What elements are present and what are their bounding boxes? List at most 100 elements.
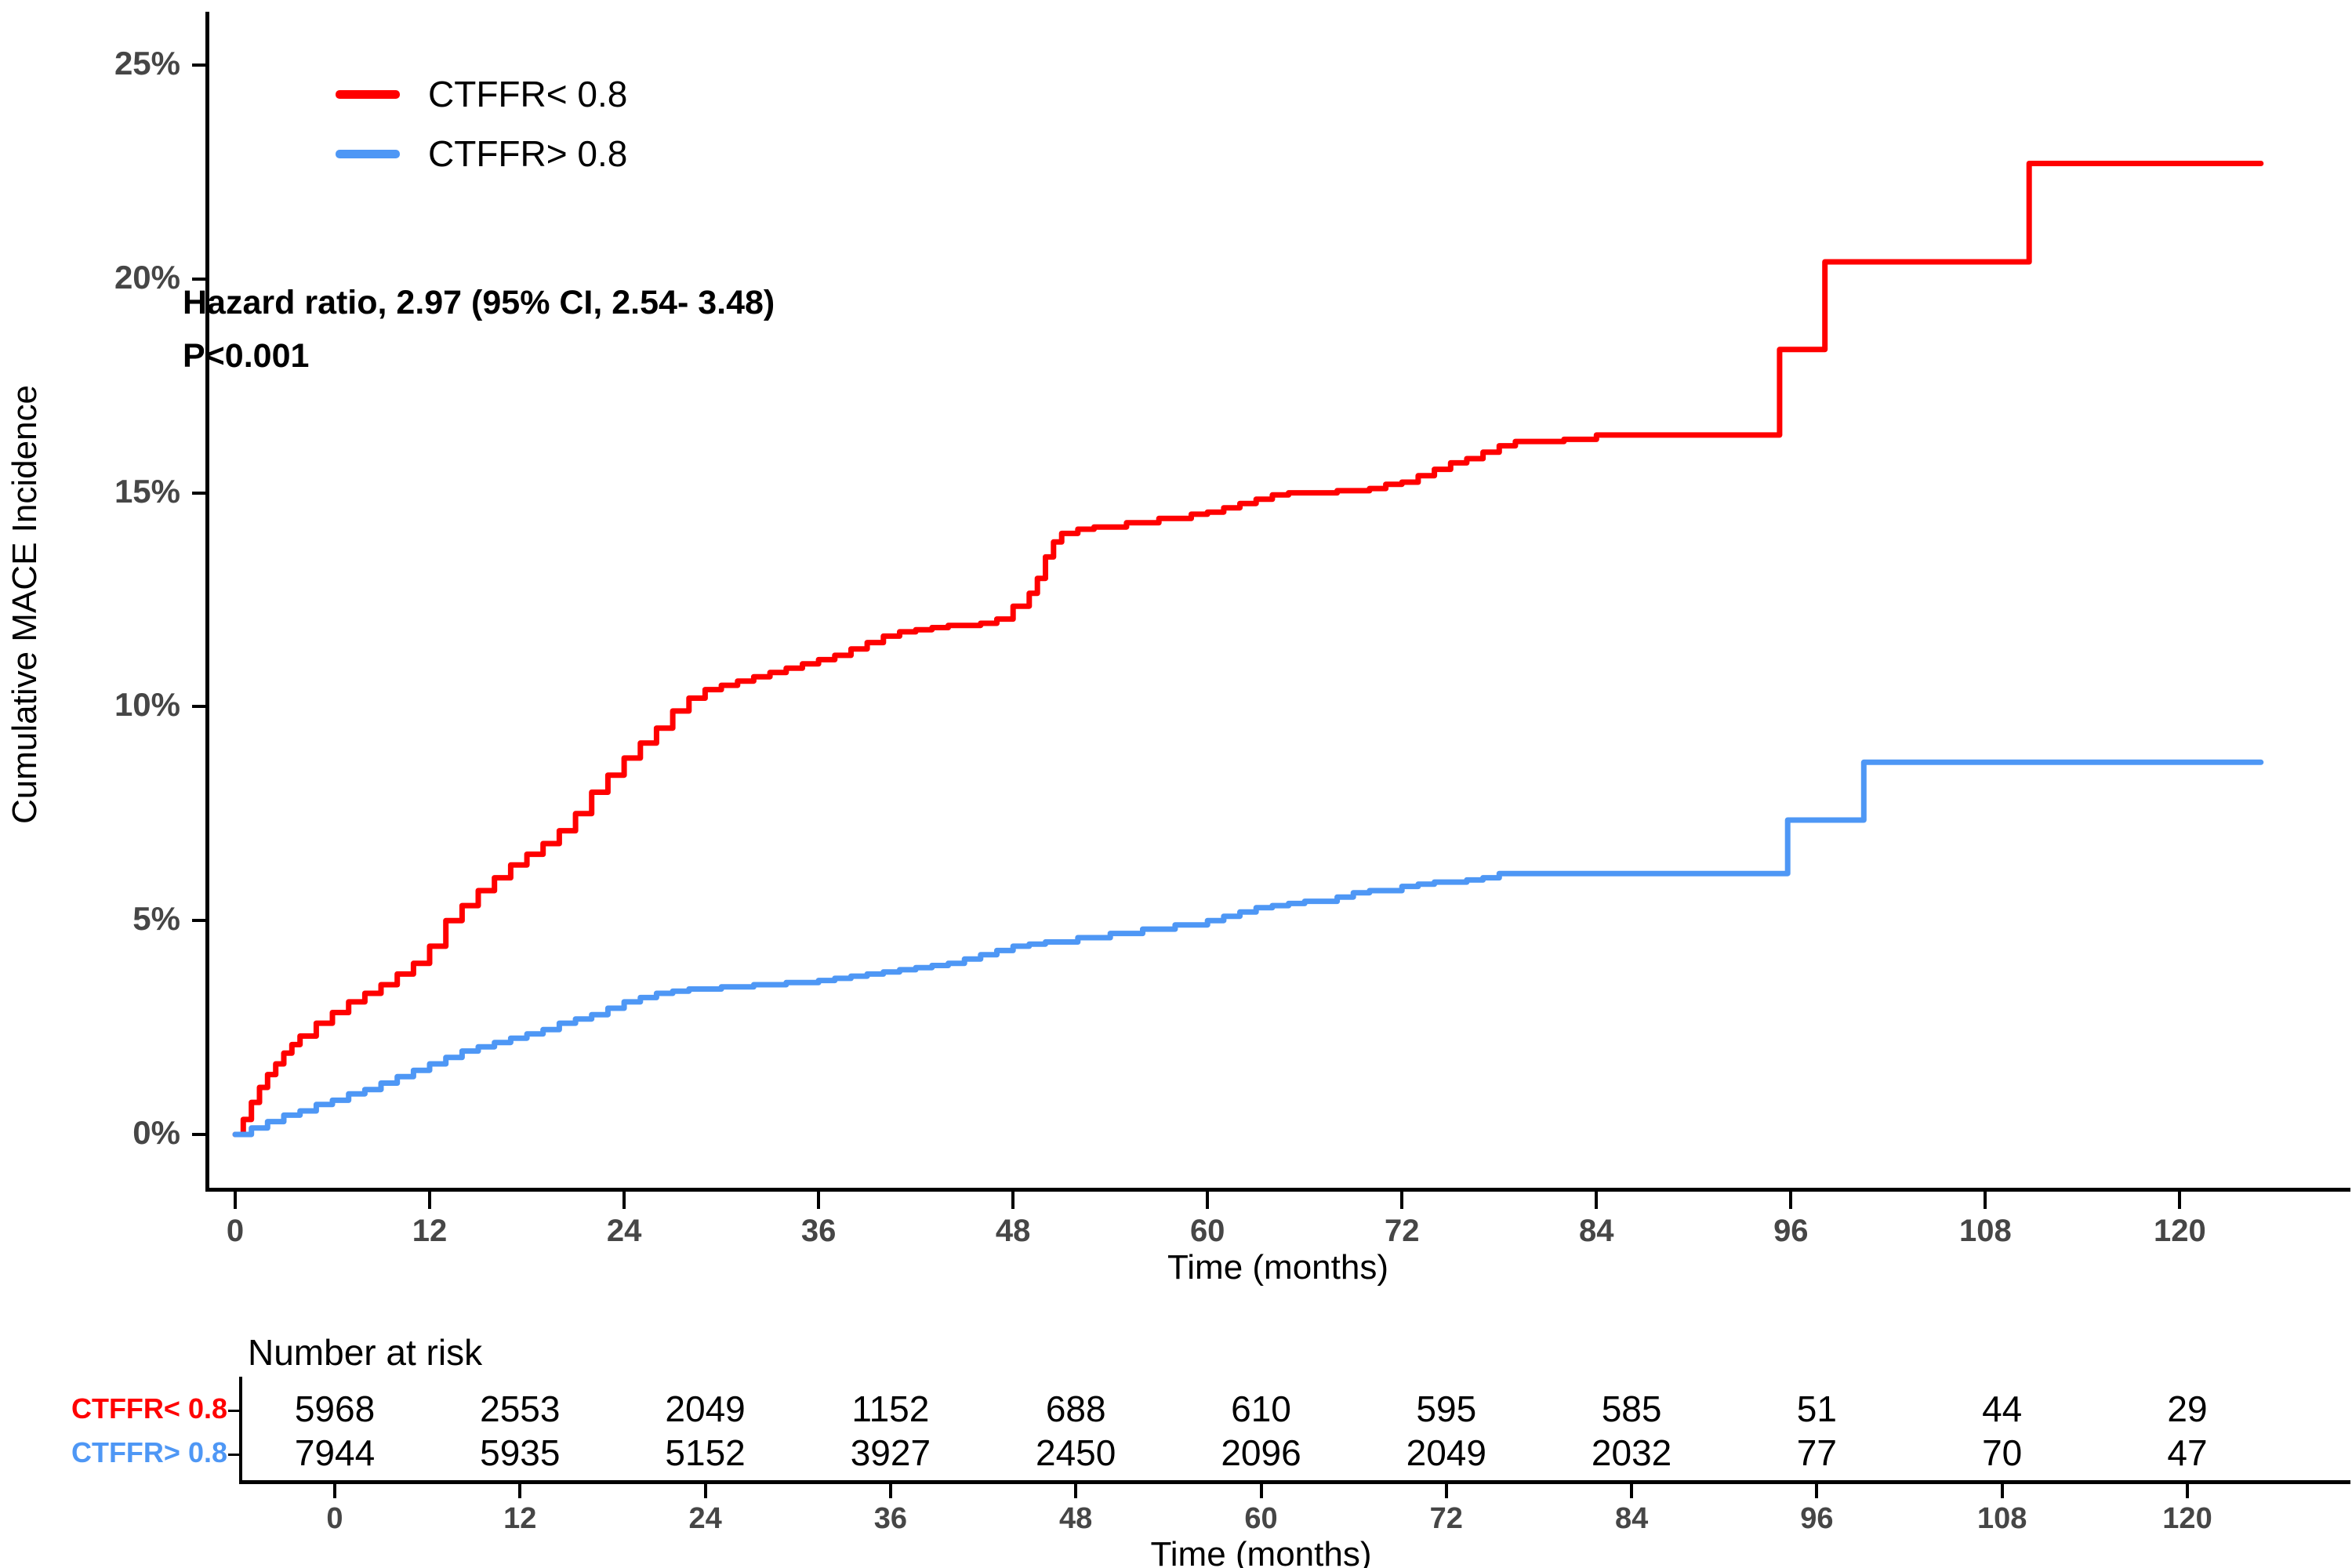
risk-count-value: 585 [1601, 1388, 1662, 1429]
x-tick-mark [428, 1192, 432, 1209]
x-tick-label: 60 [1189, 1214, 1225, 1248]
x-tick-mark [1400, 1192, 1404, 1209]
risk-x-tick-mark [1630, 1484, 1634, 1498]
x-tick-label: 24 [606, 1214, 642, 1248]
legend-line-swatch [336, 89, 400, 99]
x-axis-title: Time (months) [1167, 1248, 1388, 1287]
risk-count-value: 29 [2167, 1388, 2208, 1429]
x-tick-label: 0 [226, 1214, 245, 1248]
risk-x-tick-label: 0 [326, 1502, 343, 1535]
risk-x-tick-mark [2186, 1484, 2189, 1498]
curve-ctffr-0.8 [232, 161, 2264, 1138]
risk-count-value: 2450 [1036, 1432, 1116, 1473]
risk-table-axis-vline [239, 1377, 242, 1483]
x-tick-mark [622, 1192, 626, 1209]
risk-x-tick-mark [1444, 1484, 1448, 1498]
legend-item: CTFFR< 0.8 [336, 64, 627, 124]
risk-count-value: 2049 [1406, 1432, 1486, 1473]
risk-x-tick-mark [1074, 1484, 1078, 1498]
risk-table-x-axis-title: Time (months) [1150, 1535, 1372, 1568]
risk-table-title: Number at risk [248, 1332, 483, 1373]
y-tick-mark [192, 1133, 206, 1136]
y-tick-label: 5% [132, 900, 180, 938]
risk-count-value: 688 [1045, 1388, 1106, 1429]
y-tick-label: 25% [114, 45, 180, 82]
y-tick-label: 15% [114, 472, 180, 510]
risk-x-tick-label: 108 [1976, 1502, 2027, 1535]
risk-x-tick-mark [518, 1484, 522, 1498]
risk-count-value: 70 [1982, 1432, 2023, 1473]
legend-line-swatch [336, 149, 400, 158]
x-tick-mark [1011, 1192, 1015, 1209]
risk-row-tick-mark [228, 1454, 239, 1456]
y-tick-label: 20% [114, 258, 180, 296]
risk-count-value: 1152 [851, 1388, 930, 1429]
y-tick-mark [192, 491, 206, 495]
risk-count-value: 7944 [294, 1432, 376, 1473]
risk-x-tick-label: 60 [1244, 1502, 1278, 1535]
risk-x-tick-label: 96 [1800, 1502, 1834, 1535]
risk-x-tick-mark [1815, 1484, 1819, 1498]
risk-count-value: 5152 [665, 1432, 746, 1473]
hazard-ratio-annotation: Hazard ratio, 2.97 (95% CI, 2.54- 3.48) … [183, 276, 775, 383]
risk-row-label: CTFFR< 0.8 [71, 1392, 227, 1425]
x-tick-mark [1984, 1192, 1987, 1209]
risk-x-tick-mark [703, 1484, 707, 1498]
risk-x-tick-label: 84 [1614, 1502, 1649, 1535]
x-tick-label: 108 [1958, 1214, 2012, 1248]
risk-count-value: 2032 [1591, 1432, 1672, 1473]
y-axis-line [205, 12, 209, 1192]
risk-count-value: 2049 [665, 1388, 746, 1429]
risk-x-tick-mark [1259, 1484, 1263, 1498]
risk-x-tick-mark [888, 1484, 892, 1498]
risk-x-tick-label: 120 [2162, 1502, 2212, 1535]
risk-count-value: 2553 [480, 1388, 561, 1429]
risk-row-tick-mark [228, 1410, 239, 1412]
x-tick-label: 12 [412, 1214, 448, 1248]
risk-x-tick-label: 36 [873, 1502, 908, 1535]
risk-count-value: 51 [1796, 1388, 1837, 1429]
x-tick-mark [817, 1192, 821, 1209]
legend-label: CTFFR< 0.8 [428, 74, 628, 114]
x-tick-mark [1789, 1192, 1793, 1209]
risk-count-value: 595 [1416, 1388, 1477, 1429]
y-tick-label: 0% [132, 1114, 180, 1151]
risk-row-label: CTFFR> 0.8 [71, 1436, 227, 1468]
legend-item: CTFFR> 0.8 [336, 124, 627, 183]
curve-ctffr-0.8 [232, 759, 2264, 1138]
x-tick-label: 48 [995, 1214, 1031, 1248]
x-axis-line [205, 1188, 2350, 1192]
legend-label: CTFFR> 0.8 [428, 133, 628, 174]
x-tick-label: 120 [2154, 1214, 2206, 1248]
x-tick-label: 36 [800, 1214, 837, 1248]
risk-x-tick-label: 12 [503, 1502, 537, 1535]
x-tick-mark [1595, 1192, 1599, 1209]
risk-x-tick-label: 24 [688, 1502, 722, 1535]
risk-count-value: 5935 [480, 1432, 561, 1473]
risk-count-value: 44 [1982, 1388, 2023, 1429]
x-tick-mark [234, 1192, 237, 1209]
risk-x-tick-label: 72 [1429, 1502, 1463, 1535]
y-tick-mark [192, 919, 206, 923]
p-value-text: P<0.001 [183, 337, 310, 375]
x-tick-label: 84 [1579, 1214, 1614, 1248]
x-tick-mark [1206, 1192, 1210, 1209]
risk-table-axis-hline [239, 1480, 2350, 1484]
y-tick-mark [192, 277, 206, 281]
risk-x-tick-label: 48 [1059, 1502, 1093, 1535]
x-tick-mark [2178, 1192, 2182, 1209]
risk-x-tick-mark [333, 1484, 336, 1498]
legend: CTFFR< 0.8 CTFFR> 0.8 [336, 64, 627, 183]
x-tick-label: 96 [1773, 1214, 1809, 1248]
risk-count-value: 2096 [1221, 1432, 1301, 1473]
risk-count-value: 3927 [850, 1432, 931, 1473]
x-tick-label: 72 [1384, 1214, 1420, 1248]
risk-count-value: 5968 [294, 1388, 376, 1429]
y-tick-mark [192, 64, 206, 67]
y-tick-label: 10% [114, 686, 180, 724]
risk-count-value: 610 [1231, 1388, 1291, 1429]
risk-count-value: 47 [2167, 1432, 2208, 1473]
risk-x-tick-mark [2000, 1484, 2004, 1498]
